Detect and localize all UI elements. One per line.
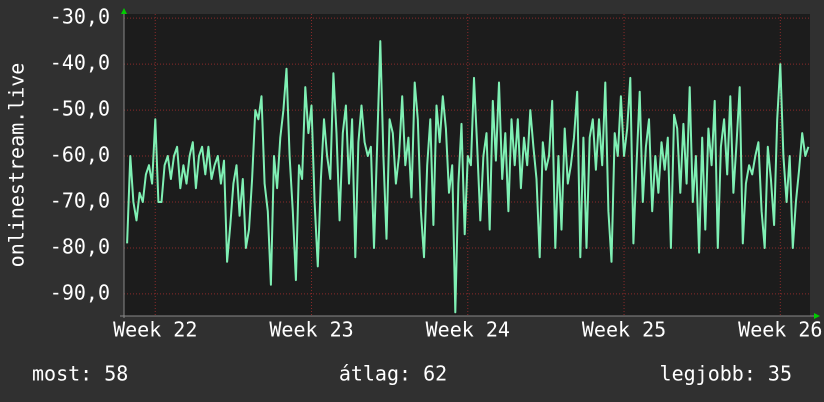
x-tick-label: Week 22 bbox=[113, 318, 197, 342]
x-tick-label: Week 23 bbox=[269, 318, 353, 342]
y-axis-label: onlinestream.live bbox=[5, 63, 29, 268]
y-tick-label: -40,0 bbox=[50, 51, 110, 75]
y-tick-label: -80,0 bbox=[50, 234, 110, 258]
x-tick-label: Week 25 bbox=[582, 318, 666, 342]
y-tick-label: -70,0 bbox=[50, 189, 110, 213]
x-axis-arrow bbox=[814, 313, 820, 319]
x-tick-label: Week 26 bbox=[738, 318, 822, 342]
x-tick-label: Week 24 bbox=[426, 318, 510, 342]
stat-now: most: 58 bbox=[32, 362, 128, 386]
stat-average: átlag: 62 bbox=[339, 362, 447, 386]
y-tick-label: -50,0 bbox=[50, 97, 110, 121]
y-tick-label: -30,0 bbox=[50, 5, 110, 29]
data-line bbox=[126, 40, 810, 314]
y-axis-arrow bbox=[121, 8, 127, 14]
y-tick-label: -90,0 bbox=[50, 280, 110, 304]
stat-best: legjobb: 35 bbox=[660, 362, 792, 386]
y-tick-label: -60,0 bbox=[50, 143, 110, 167]
